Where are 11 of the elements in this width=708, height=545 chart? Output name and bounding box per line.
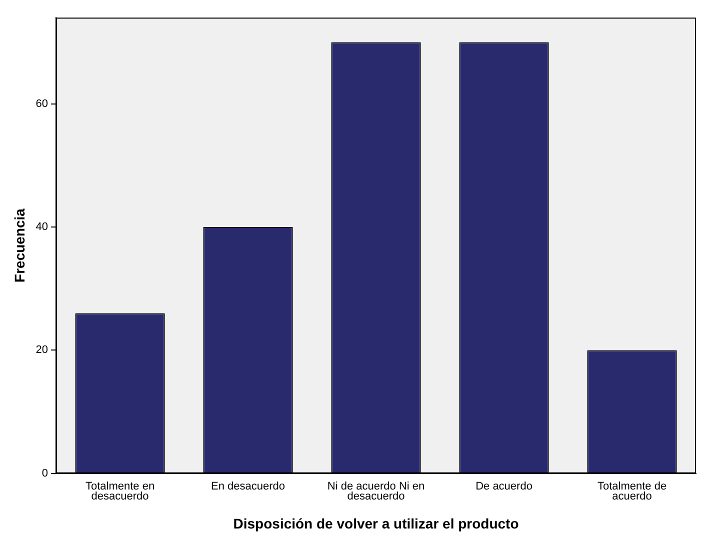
x-axis-title: Disposición de volver a utilizar el producto bbox=[233, 515, 519, 532]
x-tick-label: Totalmente en desacuerdo bbox=[85, 480, 155, 502]
y-axis-title: Frecuencia bbox=[11, 208, 28, 282]
x-tick-label: En desacuerdo bbox=[211, 480, 286, 492]
y-tick-label: 60 bbox=[36, 98, 48, 110]
y-tick-label: 0 bbox=[42, 467, 48, 480]
x-tick-label: Totalmente de acuerdo bbox=[597, 480, 667, 502]
y-tick-label: 20 bbox=[36, 344, 48, 356]
x-tick-label: De acuerdo bbox=[476, 480, 532, 492]
y-tick-label: 40 bbox=[36, 221, 48, 234]
x-tick-label: Ni de acuerdo Ni en desacuerdo bbox=[327, 480, 425, 502]
